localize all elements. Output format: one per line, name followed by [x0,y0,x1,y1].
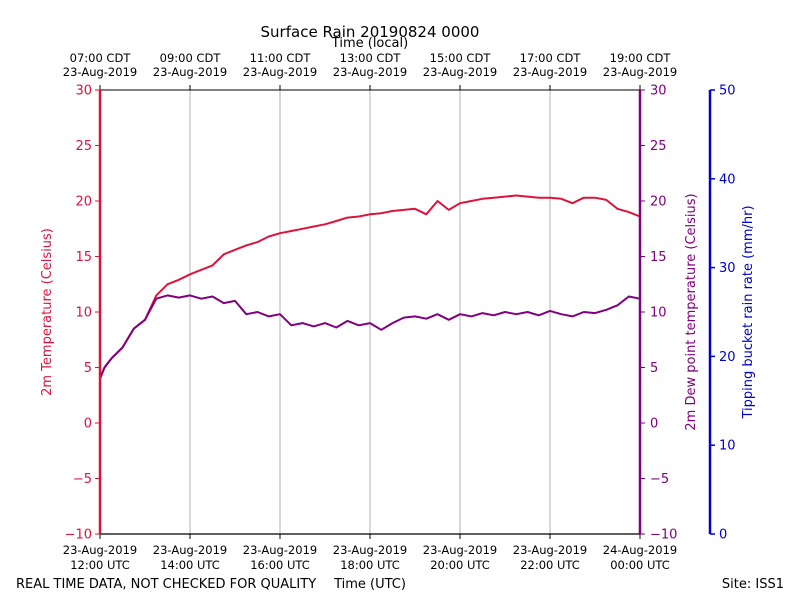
x-tick-label-time: 14:00 UTC [160,558,220,572]
top-x-tick-label-date: 23-Aug-2019 [333,65,407,79]
top-x-tick-label-time: 11:00 CDT [250,51,312,65]
top-x-tick-label-time: 17:00 CDT [520,51,582,65]
x-tick-label-date: 23-Aug-2019 [513,543,587,557]
dewpoint-axis-label: 2m Dew point temperature (Celsius) [684,193,699,430]
top-x-tick-label-date: 23-Aug-2019 [513,65,587,79]
temperature-tick-label: 10 [75,306,92,321]
temperature-tick-label: 20 [75,195,92,210]
site-label: Site: ISS1 [722,577,784,592]
rain-rate-tick-label: 40 [719,172,736,187]
x-tick-label-date: 23-Aug-2019 [63,543,137,557]
x-tick-label-date: 23-Aug-2019 [423,543,497,557]
gridlines [189,90,551,534]
x-tick-label-date: 24-Aug-2019 [603,543,677,557]
rain-rate-tick-label: 0 [719,528,727,543]
temperature-tick-label: −10 [65,528,92,543]
chart-title: Surface Rain 20190824 0000 [261,23,480,41]
axes-layer [98,89,712,535]
dewpoint-tick-label: 5 [650,361,658,376]
x-axis-label: Time (UTC) [333,577,406,592]
top-x-tick-label-time: 19:00 CDT [610,51,672,65]
temperature-tick-label: 0 [84,417,92,432]
dewpoint-tick-label: 15 [650,250,667,265]
temperature-tick-label: 25 [75,139,92,154]
dewpoint-tick-label: −10 [650,528,677,543]
dewpoint-tick-label: 20 [650,195,667,210]
top-x-tick-label-time: 13:00 CDT [340,51,402,65]
x-tick-label-time: 12:00 UTC [70,558,130,572]
dewpoint-tick-label: 30 [650,84,667,99]
dewpoint-tick-label: −5 [650,472,669,487]
x-tick-label-date: 23-Aug-2019 [153,543,227,557]
dewpoint-tick-label: 10 [650,306,667,321]
x-tick-label-date: 23-Aug-2019 [333,543,407,557]
top-x-tick-label-time: 07:00 CDT [70,51,132,65]
rain-rate-tick-label: 30 [719,261,736,276]
temperature-tick-label: −5 [73,472,92,487]
x-tick-label-time: 16:00 UTC [250,558,310,572]
rain-rate-tick-label: 10 [719,439,736,454]
top-x-tick-label-date: 23-Aug-2019 [153,65,227,79]
x-tick-label-date: 23-Aug-2019 [243,543,317,557]
top-x-axis-label: Time (local) [331,36,408,51]
temperature-axis-label: 2m Temperature (Celsius) [40,228,55,396]
rain-rate-tick-label: 50 [719,84,736,99]
temperature-tick-label: 30 [75,84,92,99]
temperature-tick-label: 15 [75,250,92,265]
temperature-series-line [99,194,641,379]
x-tick-label-time: 20:00 UTC [430,558,490,572]
top-x-tick-label-time: 15:00 CDT [430,51,492,65]
x-tick-label-time: 18:00 UTC [340,558,400,572]
rain-rate-tick-label: 20 [719,350,736,365]
top-x-tick-label-date: 23-Aug-2019 [423,65,497,79]
dewpoint-tick-label: 25 [650,139,667,154]
x-tick-label-time: 22:00 UTC [520,558,580,572]
top-x-tick-label-date: 23-Aug-2019 [603,65,677,79]
x-tick-label-time: 00:00 UTC [610,558,670,572]
temperature-tick-label: 5 [84,361,92,376]
quality-disclaimer: REAL TIME DATA, NOT CHECKED FOR QUALITY [16,577,316,592]
top-x-tick-label-date: 23-Aug-2019 [63,65,137,79]
dewpoint-series-line [99,294,641,379]
top-x-tick-label-time: 09:00 CDT [160,51,222,65]
rain-rate-axis-label: Tipping bucket rain rate (mm/hr) [741,205,756,419]
dewpoint-tick-label: 0 [650,417,658,432]
series-layer [99,194,641,379]
top-x-tick-label-date: 23-Aug-2019 [243,65,317,79]
